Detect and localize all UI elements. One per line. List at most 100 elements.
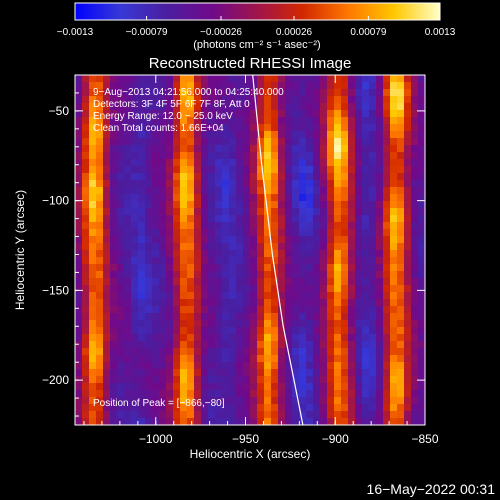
heatmap-cell [306,131,313,138]
heatmap-cell [243,138,250,145]
heatmap-cell [306,299,313,306]
heatmap-cell [117,334,124,341]
heatmap-cell [180,376,187,383]
heatmap-cell [404,117,411,124]
heatmap-cell [124,117,131,124]
heatmap-cell [124,320,131,327]
heatmap-cell [418,257,425,264]
heatmap-cell [250,327,257,334]
heatmap-cell [320,152,327,159]
heatmap-cell [285,250,292,257]
heatmap-cell [278,215,285,222]
heatmap-cell [376,285,383,292]
heatmap-cell [348,215,355,222]
heatmap-cell [257,243,264,250]
heatmap-cell [236,306,243,313]
heatmap-cell [271,313,278,320]
heatmap-cell [159,299,166,306]
heatmap-cell [229,411,236,418]
heatmap-cell [313,145,320,152]
heatmap-cell [145,229,152,236]
heatmap-cell [390,243,397,250]
heatmap-cell [159,138,166,145]
heatmap-cell [306,243,313,250]
heatmap-cell [355,341,362,348]
heatmap-cell [208,152,215,159]
heatmap-cell [194,222,201,229]
heatmap-cell [348,166,355,173]
heatmap-cell [327,82,334,89]
heatmap-cell [390,215,397,222]
heatmap-cell [75,348,82,355]
heatmap-cell [411,278,418,285]
heatmap-cell [82,306,89,313]
heatmap-cell [229,271,236,278]
heatmap-cell [327,348,334,355]
heatmap-cell [194,89,201,96]
heatmap-cell [75,229,82,236]
heatmap-cell [376,313,383,320]
heatmap-cell [187,131,194,138]
heatmap-cell [152,229,159,236]
heatmap-cell [236,131,243,138]
heatmap-cell [131,411,138,418]
heatmap-cell [257,208,264,215]
heatmap-cell [320,229,327,236]
heatmap-cell [103,187,110,194]
heatmap-cell [418,222,425,229]
heatmap-cell [201,215,208,222]
heatmap-cell [404,250,411,257]
heatmap-cell [103,124,110,131]
heatmap-cell [124,75,131,82]
heatmap-cell [383,313,390,320]
heatmap-cell [89,229,96,236]
heatmap-cell [271,159,278,166]
heatmap-cell [264,152,271,159]
heatmap-cell [96,166,103,173]
heatmap-cell [334,229,341,236]
heatmap-cell [327,313,334,320]
heatmap-cell [327,145,334,152]
heatmap-cell [334,236,341,243]
heatmap-cell [418,110,425,117]
heatmap-cell [327,215,334,222]
heatmap-cell [222,131,229,138]
heatmap-cell [117,173,124,180]
heatmap-cell [257,166,264,173]
heatmap-cell [187,383,194,390]
heatmap-cell [411,145,418,152]
heatmap-cell [397,215,404,222]
heatmap-cell [292,306,299,313]
heatmap-cell [299,404,306,411]
heatmap-cell [215,89,222,96]
heatmap-cell [404,110,411,117]
heatmap-cell [215,271,222,278]
heatmap-cell [124,383,131,390]
heatmap-cell [110,313,117,320]
heatmap-cell [124,208,131,215]
heatmap-cell [264,159,271,166]
heatmap-cell [313,320,320,327]
heatmap-cell [215,180,222,187]
heatmap-cell [285,390,292,397]
heatmap-cell [383,201,390,208]
heatmap-cell [404,390,411,397]
heatmap-cell [306,348,313,355]
heatmap-cell [292,411,299,418]
heatmap-cell [334,257,341,264]
heatmap-cell [362,362,369,369]
heatmap-cell [75,103,82,110]
heatmap-cell [180,236,187,243]
heatmap-cell [159,208,166,215]
heatmap-cell [376,201,383,208]
heatmap-cell [257,271,264,278]
heatmap-cell [313,236,320,243]
heatmap-cell [166,348,173,355]
heatmap-cell [348,418,355,425]
heatmap-cell [159,117,166,124]
heatmap-cell [397,89,404,96]
heatmap-cell [124,152,131,159]
heatmap-cell [82,397,89,404]
heatmap-cell [390,404,397,411]
heatmap-cell [383,404,390,411]
